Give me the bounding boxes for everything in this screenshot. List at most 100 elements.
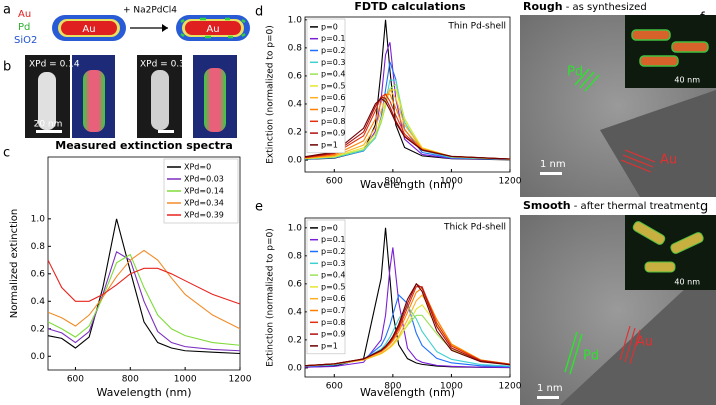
legend-label: p=0.6 [321, 294, 346, 303]
legend-label: p=0.8 [321, 117, 346, 126]
y-axis-label: Extinction (normalized to p=0) [266, 228, 276, 367]
scale-bar [540, 172, 562, 175]
rod [151, 70, 169, 130]
rod [38, 72, 56, 130]
arrow-head [162, 24, 168, 32]
legend-label: p=0.9 [321, 129, 346, 138]
legend-label: p=0.4 [321, 271, 346, 280]
legend-label: p=0.6 [321, 93, 346, 102]
series-line [47, 249, 241, 330]
pd-fringes [564, 331, 583, 375]
panel-label: e [255, 200, 263, 215]
series-line [304, 282, 511, 367]
legend-label: XPd=0.14 [184, 187, 224, 196]
panel-label: d [255, 5, 263, 20]
panel-label: c [3, 146, 10, 161]
x-tick-label: 600 [326, 177, 343, 187]
inset-rod [670, 232, 704, 254]
y-tick-label: 0.8 [31, 242, 46, 252]
au-label: Au [636, 335, 653, 350]
plot-frame [304, 217, 511, 378]
y-tick-label: 1.0 [31, 214, 46, 224]
legend-sio2: SiO2 [14, 35, 37, 46]
legend-label: p=0 [321, 223, 338, 232]
legend-label: XPd=0.34 [184, 199, 224, 208]
rod-core [185, 21, 241, 35]
scale-label: 1 nm [540, 159, 566, 170]
x-tick-label: 600 [326, 382, 343, 392]
y-tick-label: 0.0 [31, 352, 46, 362]
y-tick-label: 0.2 [288, 335, 302, 345]
legend-label: p=0.3 [321, 259, 346, 268]
panel-label: g [700, 200, 708, 215]
legend-label: p=0.2 [321, 247, 346, 256]
pd-label: Pd [583, 349, 599, 364]
y-tick-label: 0.2 [288, 128, 302, 138]
pd-islands [180, 17, 246, 39]
legend-label: p=0.8 [321, 318, 346, 327]
x-tick-label: 1000 [174, 375, 197, 385]
y-tick-label: 0.4 [288, 99, 303, 109]
series-line [47, 259, 241, 305]
au-label: Au [660, 153, 677, 168]
au-fringes [619, 325, 641, 365]
rod [83, 70, 105, 132]
pd-label: Pd [567, 65, 583, 80]
legend-label: p=1 [321, 341, 338, 350]
lattice [560, 260, 716, 405]
inset-scale: 40 nm [674, 76, 700, 85]
legend-label: p=0.1 [321, 235, 346, 244]
legend-label: p=1 [321, 140, 338, 149]
x-tick-label: 1200 [499, 177, 522, 187]
lattice [600, 90, 716, 197]
annotation: Thin Pd-shell [447, 22, 506, 32]
inset-rod [644, 261, 676, 273]
legend-label: p=0.9 [321, 330, 346, 339]
rod-core [61, 21, 117, 35]
series-line [304, 294, 511, 368]
x-tick-label: 800 [384, 177, 401, 187]
core-label: Au [82, 24, 95, 35]
legend-label: p=0.3 [321, 58, 346, 67]
y-tick-label: 0.6 [288, 279, 303, 289]
legend-label: p=0.2 [321, 46, 346, 55]
legend-pd: Pd [18, 22, 30, 33]
composition-label: XPd = 0.39 [140, 60, 191, 70]
rod [204, 68, 226, 132]
y-tick-label: 0.6 [31, 269, 46, 279]
chart-title: Measured extinction spectra [55, 139, 233, 152]
scale-bar [537, 396, 559, 399]
legend-label: XPd=0.03 [184, 175, 224, 184]
y-tick-label: 0.4 [31, 297, 46, 307]
scale-label: 1 nm [537, 383, 563, 394]
x-tick-label: 800 [384, 382, 401, 392]
legend-label: p=0.4 [321, 70, 346, 79]
annotation: Thick Pd-shell [443, 223, 506, 233]
y-axis-label: Normalized extinction [9, 209, 20, 318]
y-tick-label: 0.2 [31, 324, 45, 334]
x-axis-label: Wavelength (nm) [360, 386, 455, 399]
x-axis-label: Wavelength (nm) [360, 178, 455, 191]
x-axis-label: Wavelength (nm) [96, 386, 191, 399]
series-line [304, 93, 511, 160]
legend-label: p=0.5 [321, 81, 346, 90]
plot-frame [47, 156, 241, 371]
au-fringes [620, 149, 656, 173]
scale-bar [36, 130, 62, 133]
legend-label: p=0.7 [321, 105, 346, 114]
legend-label: p=0.7 [321, 306, 346, 315]
heading-rest: - after thermal treatment [571, 201, 700, 212]
heading-bold: Smooth [523, 199, 571, 212]
inset-rod [671, 41, 709, 53]
inset-rod [631, 29, 671, 41]
panel-label: a [3, 3, 11, 18]
reagent: + Na2PdCl4 [123, 6, 177, 16]
scale-bar [158, 130, 174, 133]
legend-label: p=0.5 [321, 282, 346, 291]
y-tick-label: 0.0 [288, 156, 303, 166]
series-line [304, 97, 511, 160]
inset-scale: 40 nm [674, 278, 700, 287]
y-tick-label: 0.8 [288, 43, 303, 53]
legend-label: XPd=0 [184, 163, 211, 172]
